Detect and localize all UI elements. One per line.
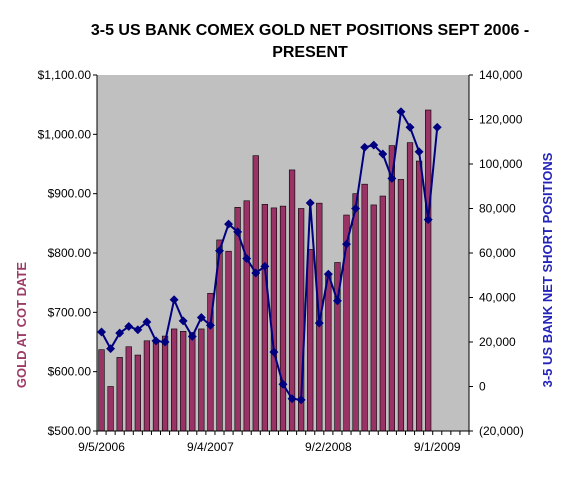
line-point bbox=[305, 198, 315, 208]
bar bbox=[388, 145, 395, 432]
line-point bbox=[106, 344, 116, 354]
line-point bbox=[242, 254, 252, 264]
y-tick-label: $700.00 bbox=[48, 305, 92, 319]
bar bbox=[379, 195, 386, 432]
bar bbox=[234, 207, 241, 432]
line-point bbox=[378, 149, 388, 159]
line-point bbox=[269, 347, 279, 357]
bar bbox=[152, 341, 160, 432]
line-point bbox=[233, 227, 243, 237]
line-point bbox=[187, 331, 197, 341]
line-point bbox=[323, 269, 333, 279]
bar bbox=[370, 204, 377, 432]
bar bbox=[161, 335, 169, 432]
line-point bbox=[314, 318, 324, 328]
line-point bbox=[278, 379, 288, 389]
bar bbox=[361, 183, 368, 432]
line-point bbox=[96, 327, 107, 337]
line-point bbox=[423, 215, 433, 225]
y-tick-label: $1,100.00 bbox=[38, 68, 92, 82]
bar bbox=[270, 207, 278, 432]
bar bbox=[225, 250, 232, 432]
y2-tick-label: 100,000 bbox=[479, 157, 523, 171]
line-point bbox=[196, 312, 206, 323]
bar bbox=[325, 274, 332, 432]
chart-title: 3-5 US BANK COMEX GOLD NET POSITIONS SEP… bbox=[90, 22, 530, 61]
bar bbox=[243, 200, 250, 432]
y2-tick-label: 60,000 bbox=[479, 246, 516, 260]
line-point bbox=[169, 295, 179, 305]
line-point bbox=[360, 142, 370, 152]
line-point bbox=[351, 203, 361, 214]
line-point bbox=[341, 239, 352, 249]
bar bbox=[425, 109, 432, 432]
line-point bbox=[178, 316, 188, 326]
bar bbox=[406, 142, 414, 432]
line-point bbox=[124, 321, 134, 331]
x-tick-label: 9/4/2007 bbox=[187, 440, 234, 454]
y-tick-label: $900.00 bbox=[48, 187, 92, 201]
line-point bbox=[332, 296, 342, 306]
line-point bbox=[432, 122, 442, 132]
bar bbox=[180, 331, 187, 432]
bar bbox=[134, 354, 141, 432]
x-tick-label: 9/5/2006 bbox=[78, 440, 125, 454]
bar bbox=[107, 386, 114, 432]
y-tick-label: $500.00 bbox=[48, 424, 92, 438]
bar bbox=[198, 328, 205, 432]
bar bbox=[307, 249, 314, 432]
y2-tick-label: 120,000 bbox=[479, 113, 523, 127]
x-tick-label: 9/1/2009 bbox=[414, 440, 461, 454]
line-point bbox=[224, 219, 234, 229]
y-axis-title-left: GOLD AT COT DATE bbox=[14, 262, 29, 388]
y2-tick-label: 20,000 bbox=[479, 335, 516, 349]
bar bbox=[288, 169, 296, 432]
line-point bbox=[205, 320, 215, 330]
line-point bbox=[296, 395, 306, 405]
bar bbox=[143, 340, 151, 432]
bar bbox=[279, 205, 287, 432]
bar bbox=[352, 193, 359, 432]
bar bbox=[116, 357, 123, 432]
line-point bbox=[287, 394, 297, 404]
y2-tick-label: (20,000) bbox=[479, 424, 524, 438]
bar bbox=[252, 155, 259, 432]
y-tick-label: $800.00 bbox=[48, 246, 92, 260]
y2-tick-label: 140,000 bbox=[479, 68, 523, 82]
y-tick-label: $600.00 bbox=[48, 365, 92, 379]
bar bbox=[98, 349, 105, 432]
bar bbox=[189, 332, 196, 432]
line-point bbox=[387, 173, 397, 184]
line-point bbox=[369, 140, 379, 150]
bar bbox=[171, 328, 178, 432]
line-point bbox=[115, 328, 125, 338]
y2-tick-label: 0 bbox=[479, 380, 486, 394]
bar bbox=[125, 346, 132, 432]
y2-tick-label: 40,000 bbox=[479, 291, 516, 305]
line-point bbox=[414, 147, 424, 157]
bar bbox=[261, 204, 268, 432]
line-point bbox=[405, 122, 415, 132]
line-point bbox=[260, 261, 270, 271]
y-axis-title-right: 3-5 US BANK NET SHORT POSITIONS bbox=[540, 152, 555, 387]
line-point bbox=[251, 268, 261, 278]
line-point bbox=[214, 246, 225, 256]
x-tick-label: 9/2/2008 bbox=[305, 440, 352, 454]
line-series bbox=[96, 107, 442, 405]
bar bbox=[397, 179, 405, 432]
line-point bbox=[142, 317, 152, 327]
line-point bbox=[133, 325, 143, 335]
y-tick-label: $1,000.00 bbox=[38, 127, 92, 141]
y2-tick-label: 80,000 bbox=[479, 202, 516, 216]
line-point bbox=[396, 107, 406, 117]
bar bbox=[415, 160, 423, 432]
line-point bbox=[151, 336, 161, 346]
line-point bbox=[160, 337, 170, 347]
